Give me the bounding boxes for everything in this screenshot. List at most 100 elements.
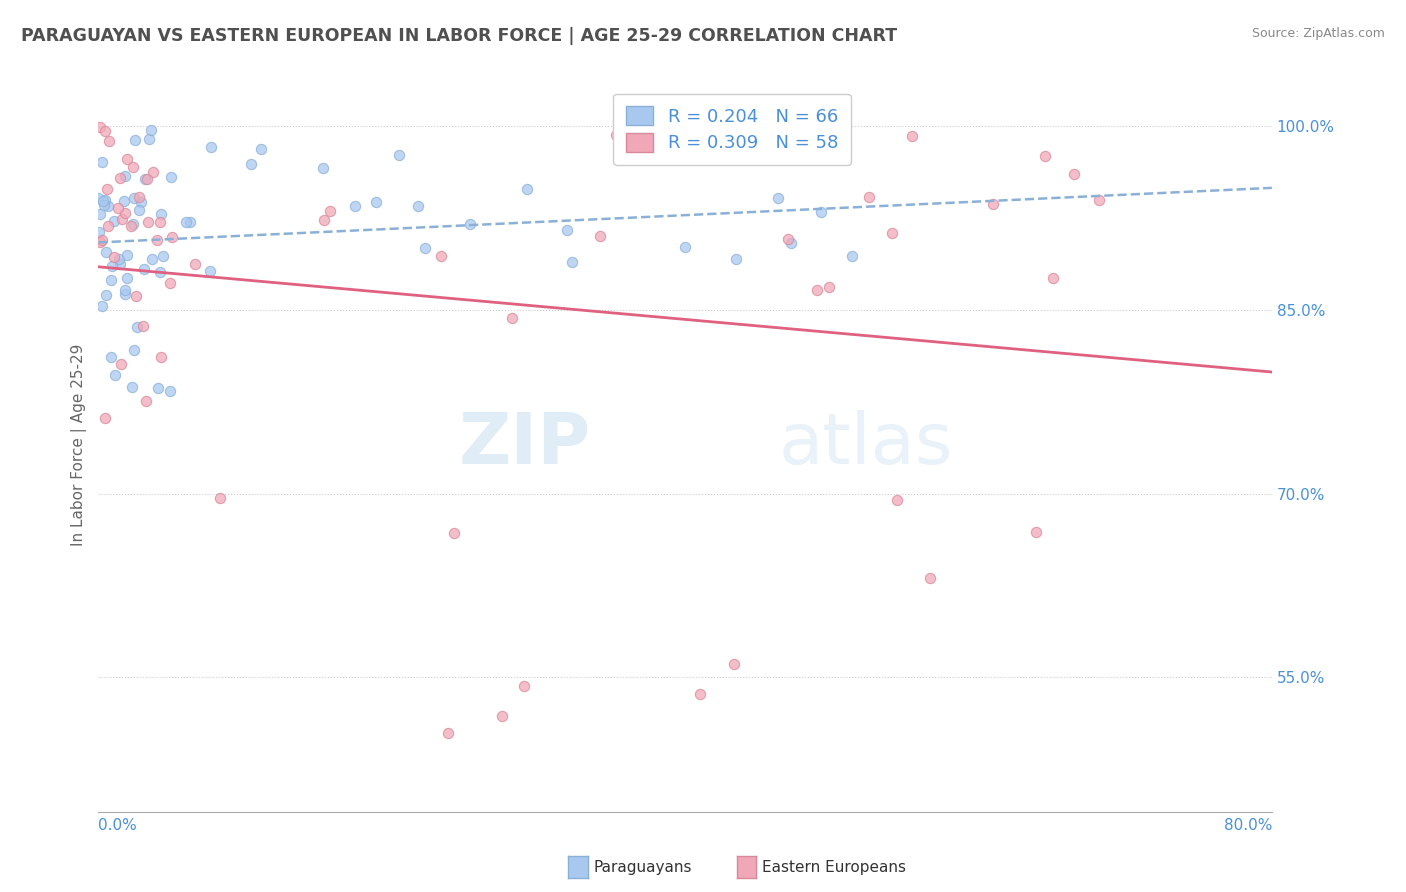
Point [501,311,523,326]
Point [115,270,138,285]
Point [388,148,411,162]
Point [589,228,612,243]
Point [516,182,538,196]
Point [209,491,232,506]
Point [981,196,1004,211]
Point [886,493,908,508]
Point [124,191,146,205]
Point [97,219,120,233]
Point [139,123,162,137]
Point [430,249,453,263]
Point [250,142,273,156]
Point [149,265,172,279]
Point [100,273,122,287]
Point [112,194,135,208]
Point [1042,271,1064,285]
Point [366,195,388,210]
Point [824,143,846,157]
Text: Paraguayans: Paraguayans [593,860,692,874]
Point [114,287,136,301]
Point [150,207,173,221]
Point [128,190,150,204]
Point [841,249,863,263]
Point [141,252,163,266]
Text: PARAGUAYAN VS EASTERN EUROPEAN IN LABOR FORCE | AGE 25-29 CORRELATION CHART: PARAGUAYAN VS EASTERN EUROPEAN IN LABOR … [21,27,897,45]
Text: 0.0%: 0.0% [98,818,138,833]
Point [91,194,114,208]
Point [97,199,120,213]
Point [437,726,460,740]
Point [318,203,340,218]
Point [1025,524,1047,539]
Point [198,264,221,278]
Point [146,233,169,247]
Point [152,249,174,263]
Point [1033,149,1056,163]
Point [673,240,696,254]
Point [94,124,117,138]
Point [101,259,124,273]
Point [114,283,136,297]
Point [134,262,156,277]
Point [184,257,207,271]
Point [108,252,131,266]
Point [91,233,114,247]
Point [89,206,111,220]
Point [121,380,143,394]
Point [918,572,941,586]
Point [160,230,183,244]
Point [108,257,131,271]
Point [122,343,145,357]
Point [129,194,152,209]
Point [125,319,148,334]
Point [561,255,583,269]
Text: ZIP: ZIP [458,410,592,479]
Point [723,657,745,672]
Point [605,128,627,142]
Point [107,201,129,215]
Point [89,120,111,134]
Point [110,357,132,371]
Point [124,133,146,147]
Point [880,226,903,240]
Point [200,140,222,154]
Legend: R = 0.204   N = 66, R = 0.309   N = 58: R = 0.204 N = 66, R = 0.309 N = 58 [613,94,851,165]
Point [778,232,800,246]
Point [725,252,748,267]
Point [93,198,115,212]
Point [443,526,465,541]
Point [134,171,156,186]
Point [103,250,125,264]
Point [810,205,832,219]
Point [117,248,139,262]
Point [312,161,335,175]
Point [104,368,127,382]
Point [94,193,117,207]
Point [413,241,436,255]
Point [135,171,157,186]
Point [159,384,181,398]
Point [513,679,536,693]
Point [766,191,789,205]
Point [103,214,125,228]
Point [89,235,111,250]
Point [87,191,110,205]
Point [179,215,201,229]
Point [132,319,155,334]
Point [125,289,148,303]
Y-axis label: In Labor Force | Age 25-29: In Labor Force | Age 25-29 [72,343,87,546]
Point [159,277,181,291]
Point [114,206,136,220]
Point [90,299,112,313]
Point [90,155,112,169]
Point [122,160,145,174]
Point [87,226,110,240]
Point [100,350,122,364]
Point [111,211,134,226]
Text: atlas: atlas [779,410,953,479]
Point [114,169,136,184]
Point [312,212,335,227]
Point [115,153,138,167]
Point [136,214,159,228]
Point [817,279,839,293]
